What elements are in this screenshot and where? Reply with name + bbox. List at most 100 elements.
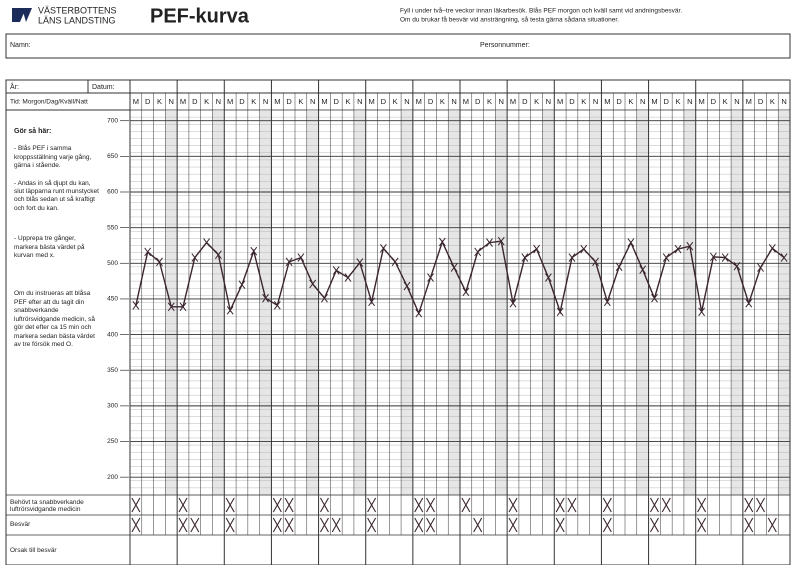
instruction: - Upprepa tre gånger, markera bästa värd…	[14, 235, 85, 260]
slot-label: N	[169, 97, 174, 106]
row-label: Behövt ta snabbverkande luftrörsvidgande…	[10, 499, 84, 513]
slot-label: M	[557, 97, 563, 106]
row-x-mark	[272, 517, 282, 533]
slot-label: N	[499, 97, 504, 106]
slot-label: M	[510, 97, 516, 106]
row-x-mark	[697, 497, 707, 513]
row-x-mark	[190, 517, 200, 533]
row-x-mark	[178, 497, 188, 513]
slot-label: K	[440, 97, 445, 106]
instruction: Om du instrueras att blåsa PEF efter att…	[14, 290, 95, 348]
slot-label: M	[416, 97, 422, 106]
row-x-mark	[697, 517, 707, 533]
slot-label: M	[180, 97, 186, 106]
pef-point	[144, 247, 152, 257]
instructions: Gör så här: - Blås PEF i samma kroppsstä…	[14, 128, 100, 358]
slot-label: K	[157, 97, 162, 106]
row-label: Orsak till besvär	[10, 547, 57, 554]
pef-point	[639, 265, 647, 275]
row-x-mark	[555, 517, 565, 533]
y-tick-label: 450	[107, 296, 118, 303]
pef-point	[709, 252, 717, 262]
y-tick-label: 200	[107, 474, 118, 481]
pef-point	[262, 293, 269, 303]
pef-point	[556, 307, 564, 317]
pef-point	[450, 263, 458, 272]
pef-point	[603, 297, 611, 307]
slot-label: M	[698, 97, 704, 106]
row-x-mark	[225, 497, 235, 513]
pef-point	[321, 293, 328, 303]
pef-point	[438, 237, 446, 247]
slot-label: D	[145, 97, 151, 106]
y-tick-label: 650	[107, 153, 118, 160]
slot-label: K	[251, 97, 256, 106]
slot-label: M	[133, 97, 139, 106]
pef-point	[615, 262, 623, 272]
row-x-mark	[602, 497, 612, 513]
pef-point	[273, 301, 281, 310]
slot-label: D	[239, 97, 245, 106]
row-x-mark	[555, 497, 565, 513]
pef-point	[592, 257, 599, 267]
pef-point	[132, 301, 140, 310]
row-x-mark	[602, 517, 612, 533]
slot-label: N	[640, 97, 645, 106]
slot-label: M	[368, 97, 374, 106]
pef-point	[167, 302, 175, 312]
pef-point	[356, 258, 364, 267]
pef-point	[474, 247, 482, 257]
pef-point	[332, 266, 340, 275]
pef-point	[250, 246, 258, 256]
slot-label: K	[581, 97, 586, 106]
slot-label: N	[734, 97, 739, 106]
row-x-mark	[414, 497, 424, 513]
slot-label: D	[616, 97, 622, 106]
slot-label: N	[263, 97, 268, 106]
slot-label: M	[463, 97, 469, 106]
slot-label: M	[227, 97, 233, 106]
row-x-mark	[426, 497, 436, 513]
pef-point	[309, 279, 317, 289]
slot-label: D	[664, 97, 670, 106]
row-x-mark	[473, 517, 483, 533]
pef-point	[391, 257, 399, 267]
slot-label: N	[404, 97, 409, 106]
instruction: - Andas in så djupt du kan, slut läpparn…	[14, 179, 99, 212]
slot-label: N	[781, 97, 786, 106]
pef-point	[662, 253, 670, 262]
row-x-mark	[225, 517, 235, 533]
slot-label: N	[546, 97, 551, 106]
header-instruction: Om du brukar få besvär vid ansträngning,…	[400, 16, 619, 24]
row-x-mark	[131, 517, 141, 533]
row-x-mark	[461, 497, 471, 513]
slot-label: M	[604, 97, 610, 106]
slot-label: K	[204, 97, 209, 106]
pef-point	[768, 244, 776, 253]
pef-point	[486, 238, 493, 247]
slot-label: M	[746, 97, 752, 106]
date-label: Datum:	[92, 84, 115, 91]
slot-label: N	[216, 97, 221, 106]
row-x-mark	[661, 497, 671, 513]
pef-point	[686, 241, 694, 251]
slot-label: D	[192, 97, 198, 106]
row-x-mark	[767, 517, 777, 533]
slot-label: K	[298, 97, 303, 106]
pef-point	[214, 250, 222, 260]
slot-label: M	[321, 97, 327, 106]
slot-label: M	[651, 97, 657, 106]
slot-label: D	[758, 97, 764, 106]
logo-line2: LÄNS LANDSTING	[38, 15, 116, 25]
row-x-mark	[178, 517, 188, 533]
row-x-mark	[426, 517, 436, 533]
pef-point	[568, 253, 576, 262]
slot-label: K	[770, 97, 775, 106]
year-label: År:	[10, 82, 19, 91]
pef-point	[156, 257, 163, 267]
pef-point	[297, 253, 305, 262]
pef-point	[733, 261, 741, 271]
pef-point	[780, 253, 788, 262]
slot-label: N	[687, 97, 692, 106]
